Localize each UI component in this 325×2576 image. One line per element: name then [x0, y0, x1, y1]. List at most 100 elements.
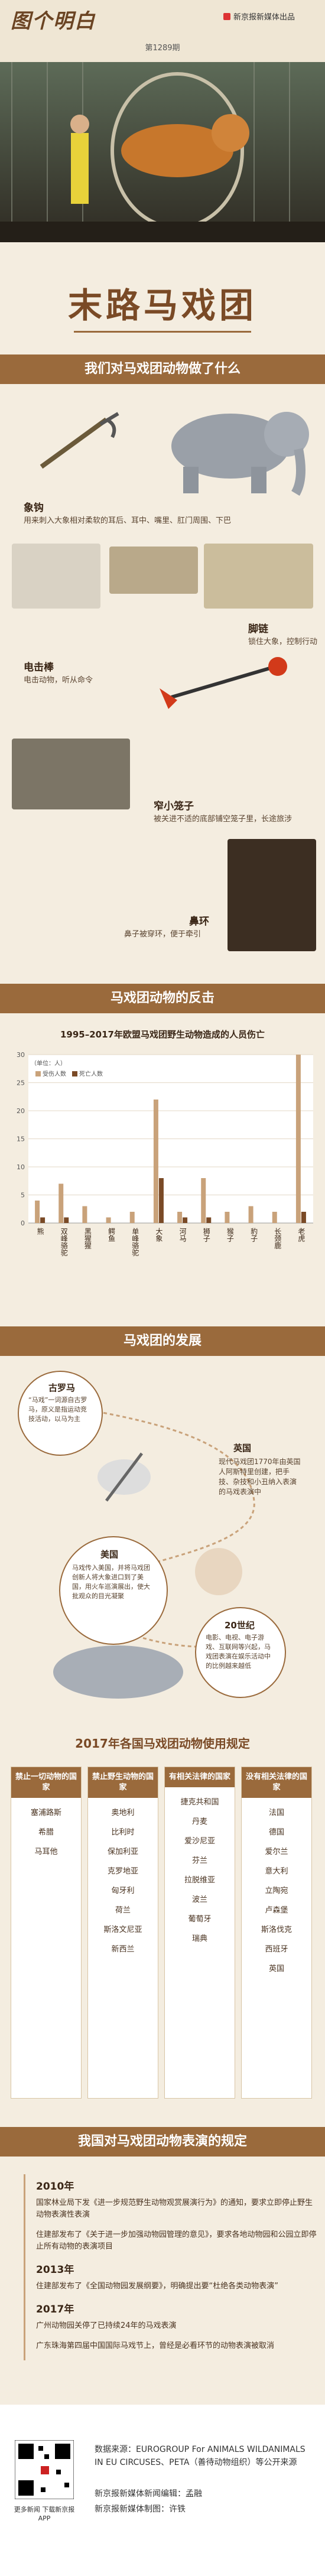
bar: [106, 1217, 111, 1223]
y-tick-label: 5: [21, 1192, 25, 1199]
bar: [158, 1178, 164, 1223]
x-tick-label: 河马: [178, 1228, 187, 1242]
history-era: 英国: [233, 1443, 252, 1453]
y-tick-label: 20: [17, 1107, 25, 1115]
tool-desc: 电击动物，听从命令: [24, 676, 93, 685]
history-text: 马戏传入美国，并将马戏团创新人将大象进口到了美国，用火车巡演展出，使大批观众的目…: [72, 1564, 150, 1600]
country: 波兰: [191, 1895, 207, 1904]
tool-name: 脚链: [248, 623, 268, 635]
country: 立陶宛: [265, 1887, 288, 1895]
country: 葡萄牙: [188, 1915, 212, 1924]
qr-code: [15, 2440, 74, 2499]
rules-column: 没有相关法律的国家 法国 德国 爱尔兰 意大利 立陶宛 卢森堡 斯洛伐克 西班牙 英国: [241, 1767, 312, 2099]
year: 2010年: [36, 2181, 74, 2193]
country: 希腊: [38, 1828, 54, 1837]
footer-editor: 新京报新媒体新闻编辑：孟融: [95, 2489, 202, 2499]
section-banner: 马戏团的发展: [0, 1326, 325, 1356]
elephant-image: [171, 412, 309, 496]
history-text: 电影、电视、电子游戏、互联网等兴起，马戏团表演在娱乐活动中的比例越来越低: [206, 1634, 271, 1670]
bar: [35, 1201, 40, 1223]
rules-column: 禁止野生动物的国家 奥地利 比利时 保加利亚 克罗地亚 匈牙利 荷兰 斯洛文尼亚 新西兰: [87, 1767, 158, 2099]
country: 爱沙尼亚: [184, 1837, 215, 1846]
x-tick-label: 长颈鹿: [274, 1228, 282, 1249]
x-tick-label: 狮子: [202, 1228, 210, 1242]
country: 塞浦路斯: [30, 1809, 61, 1817]
tool-desc: 锁住大象，控制行动: [248, 638, 318, 646]
rules-column: 有相关法律的国家 捷克共和国 丹麦 爱沙尼亚 芬兰 拉脱维亚 波兰 葡萄牙 瑞典: [164, 1767, 235, 2099]
footer-app: 更多新闻 下载新京报APP: [14, 2506, 75, 2522]
country: 瑞典: [191, 1934, 207, 1943]
chart-title: 1995–2017年欧盟马戏团野生动物造成的人员伤亡: [60, 1029, 265, 1040]
x-tick-label: 双峰骆驼: [60, 1228, 68, 1256]
nose-ring-image: [228, 839, 316, 951]
country: 意大利: [265, 1867, 288, 1876]
country: 英国: [268, 1964, 284, 1973]
issue: 第1289期: [145, 44, 180, 53]
rules-title: 2017年各国马戏团动物使用规定: [75, 1736, 250, 1751]
country: 法国: [268, 1809, 284, 1817]
year: 2013年: [36, 2264, 74, 2276]
year: 2017年: [36, 2304, 74, 2315]
bar: [64, 1217, 69, 1223]
x-tick-label: 大象: [155, 1228, 163, 1242]
y-tick-label: 15: [17, 1136, 25, 1143]
country: 斯洛伐克: [261, 1926, 292, 1934]
bar: [272, 1212, 277, 1223]
country: 斯洛文尼亚: [103, 1926, 142, 1934]
tool-name: 窄小笼子: [154, 801, 194, 812]
section-banner: 马戏团动物的反击: [0, 984, 325, 1013]
publisher-icon: [223, 13, 230, 20]
history-era: 古罗马: [48, 1383, 76, 1393]
legend-label: 受伤人数: [43, 1070, 66, 1078]
history-bubble: [59, 1536, 168, 1645]
country: 奥地利: [111, 1809, 135, 1817]
history-bubble: [18, 1371, 103, 1456]
x-tick-label: 老虎: [297, 1228, 306, 1243]
bar: [40, 1217, 46, 1223]
bar: [183, 1217, 188, 1223]
footer-source: 数据来源：EUROGROUP For ANIMALS WILDANIMALS I…: [95, 2445, 306, 2467]
country: 荷兰: [115, 1906, 131, 1915]
legend-swatch: [72, 1071, 77, 1076]
bar: [225, 1212, 230, 1223]
bar: [248, 1206, 254, 1223]
cage-image: [12, 739, 130, 809]
country: 马耳他: [34, 1848, 58, 1856]
y-tick-label: 10: [17, 1163, 25, 1171]
column-header: 禁止一切动物的国家: [11, 1767, 81, 1798]
country: 匈牙利: [111, 1887, 135, 1895]
logo: 图个明白: [11, 9, 96, 33]
chain-image: [204, 544, 313, 609]
chain-image: [12, 544, 100, 609]
country: 丹麦: [191, 1817, 207, 1826]
main-title: 末路马戏团: [67, 285, 257, 326]
prod-image: [160, 657, 287, 709]
history-era: 美国: [100, 1549, 119, 1560]
rules-column: 禁止一切动物的国家塞浦路斯希腊马耳他: [11, 1767, 82, 2099]
publisher: 新京报新媒体出品: [223, 11, 295, 22]
rule-item: 国家林业局下发《进一步规范野生动物观赏展演行为》的通知，要求立即停止野生动物表演…: [36, 2198, 313, 2219]
header-band: [0, 0, 325, 62]
country: 德国: [268, 1828, 284, 1837]
legend-swatch: [35, 1071, 41, 1076]
history-era: 20世纪: [225, 1620, 255, 1631]
column-header: 有相关法律的国家: [165, 1767, 235, 1787]
y-tick-label: 0: [21, 1219, 25, 1227]
country: 卢森堡: [265, 1906, 288, 1915]
country: 保加利亚: [107, 1848, 138, 1856]
country: 新西兰: [111, 1945, 135, 1954]
bar: [201, 1178, 206, 1223]
country: 拉脱维亚: [184, 1876, 215, 1885]
x-tick-label: 黑猩猩: [83, 1228, 92, 1249]
section-banner: 我国对马戏团动物表演的规定: [0, 2127, 325, 2157]
tool-desc: 被关进不适的底部铺空笼子里，长途旅涉: [154, 815, 292, 824]
bar: [301, 1212, 306, 1223]
x-tick-label: 熊: [36, 1227, 44, 1235]
bar: [206, 1217, 212, 1223]
column-header: 禁止野生动物的国家: [88, 1767, 158, 1798]
x-tick-label: 豹子: [250, 1227, 258, 1242]
chain-image: [109, 547, 198, 594]
country: 克罗地亚: [107, 1867, 138, 1876]
